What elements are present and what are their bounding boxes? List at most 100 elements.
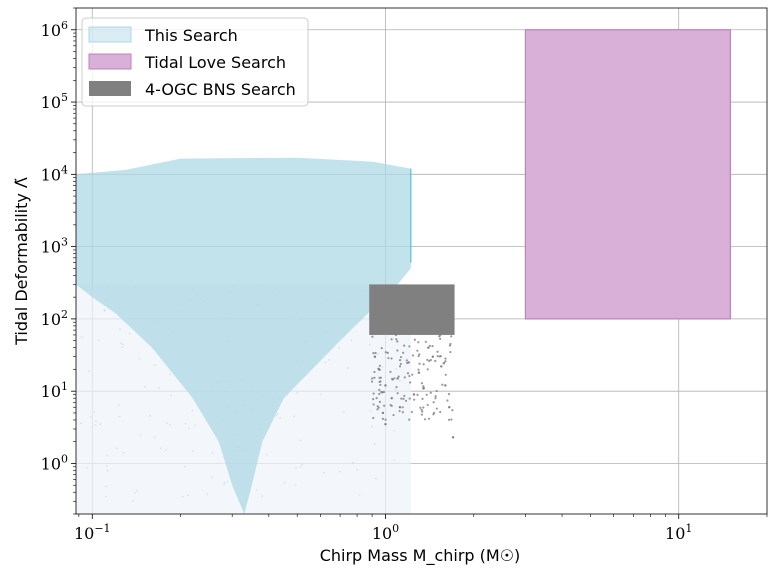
this-search-point xyxy=(121,346,124,349)
y-tick-label: 106 xyxy=(41,19,68,40)
bns-search-point xyxy=(442,362,445,365)
this-search-point xyxy=(117,305,120,308)
bns-search-point xyxy=(436,350,439,353)
this-search-point xyxy=(154,339,157,342)
bns-search-point xyxy=(378,380,381,384)
bns-search-point xyxy=(408,397,411,400)
bns-search-point xyxy=(378,388,381,392)
bns-search-point xyxy=(408,418,411,421)
bns-search-point xyxy=(444,360,447,363)
bns-search-point xyxy=(376,408,379,411)
this-search-point xyxy=(299,439,302,442)
bns-search-point xyxy=(380,347,383,350)
this-search-point xyxy=(237,446,240,448)
this-search-point xyxy=(106,464,108,467)
this-search-point xyxy=(188,427,190,430)
bns-search-point xyxy=(399,362,402,366)
this-search-point xyxy=(139,434,142,437)
y-tick-label: 105 xyxy=(41,91,68,112)
this-search-point xyxy=(106,454,109,457)
this-search-point xyxy=(337,301,340,304)
this-search-point xyxy=(319,393,322,396)
bns-search-point xyxy=(402,351,405,354)
bns-search-point xyxy=(417,368,420,371)
this-search-point xyxy=(153,320,156,323)
this-search-point xyxy=(393,459,396,462)
this-search-point xyxy=(356,468,358,471)
bns-search-point xyxy=(418,362,421,365)
bns-search-point xyxy=(426,368,429,371)
bns-search-point xyxy=(419,406,422,409)
bns-search-point xyxy=(403,376,406,379)
this-search-point xyxy=(133,492,136,495)
bns-search-point xyxy=(449,350,452,354)
this-search-point xyxy=(373,443,376,445)
this-search-point xyxy=(324,361,327,364)
bns-search-point xyxy=(396,349,399,352)
bns-search-point xyxy=(370,377,374,380)
bns-search-point xyxy=(434,395,437,398)
x-axis-title: Chirp Mass M_chirp (M☉) xyxy=(320,546,521,566)
this-search-point xyxy=(395,368,397,371)
this-search-point xyxy=(99,423,101,426)
tidal-love-search-region xyxy=(524,29,731,320)
this-search-point xyxy=(122,451,125,454)
bns-search-point xyxy=(373,370,376,374)
bns-search-point xyxy=(440,365,443,368)
bns-search-point xyxy=(396,377,399,380)
bns-search-point xyxy=(383,404,386,407)
this-search-point xyxy=(351,461,354,464)
this-search-point xyxy=(138,357,141,360)
this-search-point xyxy=(222,318,225,321)
bns-search-point xyxy=(386,351,389,355)
bns-search-point xyxy=(447,418,451,421)
bns-search-point xyxy=(412,393,416,396)
bns-search-core xyxy=(369,284,455,335)
this-search-point xyxy=(148,415,151,417)
this-search-point xyxy=(240,489,243,491)
bns-search-point xyxy=(421,410,424,413)
bns-search-point xyxy=(401,411,404,414)
series-layer xyxy=(76,29,731,514)
bns-search-point xyxy=(384,351,387,354)
this-search-point xyxy=(311,349,313,351)
this-search-point xyxy=(107,285,110,288)
this-search-point xyxy=(191,409,194,412)
y-tick-label: 102 xyxy=(41,308,68,329)
bns-search-point xyxy=(396,340,399,343)
this-search-point xyxy=(287,320,290,323)
this-search-point xyxy=(159,447,162,450)
bns-search-point xyxy=(384,422,387,426)
this-search-point xyxy=(106,469,109,472)
bns-search-point xyxy=(420,413,424,416)
bns-search-point xyxy=(435,407,438,410)
this-search-point xyxy=(216,381,219,383)
plot-frame xyxy=(75,7,768,515)
bns-search-point xyxy=(395,338,398,341)
bns-search-point xyxy=(378,376,381,379)
bns-search-point xyxy=(410,410,413,414)
bns-search-point xyxy=(397,375,400,378)
bns-search-point xyxy=(428,344,431,347)
this-search-point xyxy=(158,387,160,389)
bns-search-point xyxy=(379,383,382,386)
bns-search-point xyxy=(374,351,377,355)
bns-search-point xyxy=(407,361,410,364)
this-search-point xyxy=(165,449,167,451)
bns-search-point xyxy=(422,385,425,388)
this-search-point xyxy=(226,480,229,483)
bns-search-point xyxy=(428,359,431,363)
y-tick-label: 100 xyxy=(41,452,68,473)
bns-search-point xyxy=(370,380,374,383)
bns-search-point xyxy=(384,418,387,421)
this-search-point xyxy=(370,410,373,413)
bns-search-point xyxy=(416,393,419,396)
this-search-point xyxy=(153,364,156,366)
this-search-point xyxy=(243,404,246,406)
bns-search-point xyxy=(413,338,416,341)
bns-search-point xyxy=(391,377,394,380)
bns-search-point xyxy=(372,403,375,406)
bns-search-point xyxy=(402,397,405,400)
bns-search-point xyxy=(438,335,441,338)
this-search-point xyxy=(226,405,229,407)
